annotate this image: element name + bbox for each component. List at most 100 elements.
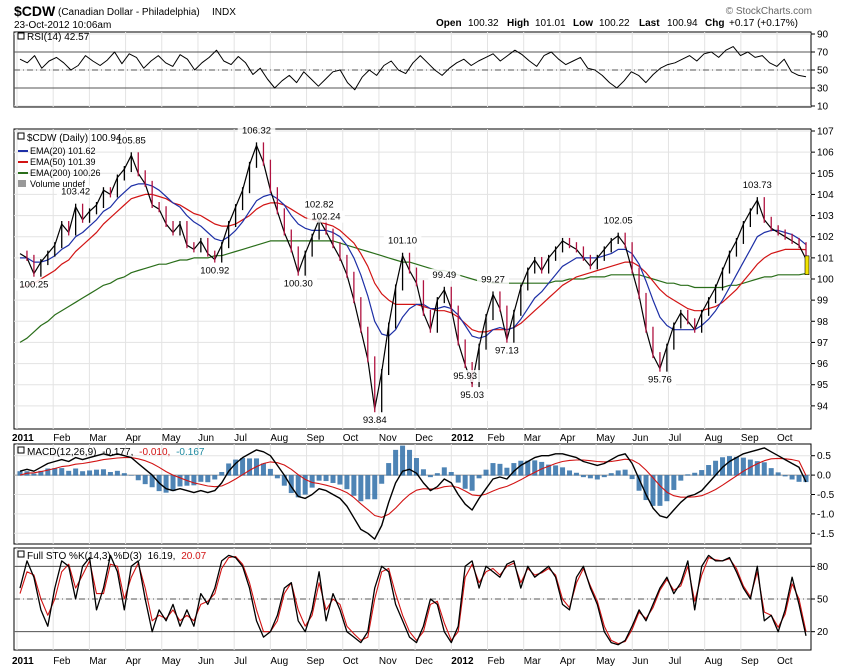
price-annotation: 105.85 (117, 135, 146, 146)
sto-legend: Full STO %K(14,3) %D(3) 16.19, 20.07 (17, 550, 207, 562)
x-month-label: Mar (524, 656, 542, 667)
price-y-tick-label: 105 (817, 169, 834, 180)
macd-signal-line (19, 457, 807, 518)
price-annotation: 100.92 (200, 266, 229, 277)
macd-histogram-bar (337, 475, 343, 485)
macd-histogram-bar (80, 471, 86, 476)
macd-histogram-bar (594, 475, 600, 480)
macd-histogram-bar (455, 475, 461, 483)
label-layer: 2011 2011 Feb Feb Mar Mar Apr Apr May May Jun Jun Ju… (12, 30, 835, 668)
price-annotation: 99.27 (481, 274, 505, 285)
x-month-label: 2011 (12, 656, 34, 667)
macd-histogram-bar (469, 475, 475, 491)
x-month-label: Oct (777, 656, 793, 667)
security-name: (Canadian Dollar - Philadelphia) (58, 7, 200, 18)
macd-histogram-bar (713, 460, 719, 476)
macd-histogram-bar (546, 464, 552, 476)
x-month-label: Sep (741, 433, 759, 444)
macd-histogram-bar (163, 475, 169, 493)
ema20-line (20, 183, 807, 339)
x-month-label: Jun (198, 656, 214, 667)
macd-histogram-bar (226, 463, 232, 476)
macd-histogram-bar (358, 475, 364, 502)
macd-histogram-bar (733, 456, 739, 476)
macd-histogram-bar (650, 475, 656, 506)
price-annotation-bg (307, 210, 345, 223)
x-month-label: Oct (343, 656, 359, 667)
macd-histogram-bar (796, 475, 802, 482)
macd-histogram-bar (351, 475, 357, 496)
price-y-tick-label: 94 (817, 401, 829, 412)
last-value: 100.94 (667, 18, 698, 29)
macd-histogram-bar (657, 475, 663, 506)
price-annotation: 102.05 (604, 216, 633, 227)
x-month-label: 2012 (451, 433, 474, 444)
x-month-label: Jul (234, 656, 247, 667)
price-annotation-bg (738, 179, 777, 192)
sto-y-tick-label: 50 (817, 595, 829, 606)
macd-histogram-bar (142, 475, 148, 485)
macd-y-tick-label: 0.5 (817, 451, 831, 462)
macd-histogram-bar (490, 463, 496, 476)
last-label: Last (639, 18, 660, 29)
macd-histogram-bar (622, 469, 628, 476)
macd-histogram-bar (128, 475, 134, 476)
price-annotation-bg (358, 414, 391, 427)
macd-histogram-bar (462, 475, 468, 489)
macd-histogram-bar (219, 471, 225, 476)
macd-histogram-bar (601, 475, 607, 478)
price-annotation: 102.24 (312, 212, 341, 223)
macd-histogram-bar (413, 458, 419, 476)
rsi-y-tick-label: 70 (817, 48, 829, 59)
price-annotation: 106.32 (242, 125, 271, 136)
x-month-label: Mar (524, 433, 542, 444)
macd-legend-signal: -0.010, (139, 447, 170, 458)
macd-histogram-bar (587, 475, 593, 479)
macd-histogram-bar (52, 468, 58, 476)
sto-legend-d: 20.07 (181, 551, 206, 562)
x-month-label: Mar (89, 656, 107, 667)
x-month-label: Sep (307, 433, 325, 444)
macd-y-tick-label: -0.5 (817, 490, 835, 501)
chg-value: +0.17 (+0.17%) (729, 18, 798, 29)
price-y-tick-label: 106 (817, 148, 834, 159)
price-annotation-bg (476, 273, 509, 286)
macd-histogram-bar (448, 471, 454, 476)
price-annotation-bg (237, 124, 276, 137)
price-y-tick-label: 104 (817, 190, 834, 201)
x-month-label: Nov (379, 433, 397, 444)
x-month-label: May (162, 656, 181, 667)
macd-histogram-bar (476, 475, 482, 479)
macd-histogram-bar (302, 475, 308, 495)
price-annotation: 93.84 (363, 415, 387, 426)
rsi-legend-text: RSI(14) 42.57 (27, 32, 90, 43)
price-y-tick-label: 96 (817, 359, 829, 370)
volume-legend: Volume undef (30, 179, 86, 189)
ema50-legend: EMA(50) 101.39 (30, 157, 96, 167)
macd-histogram-bar (281, 475, 287, 486)
x-month-label: 2012 (451, 656, 474, 667)
macd-histogram-bar (518, 460, 524, 476)
macd-histogram-bar (504, 467, 510, 476)
price-legend-title: $CDW (Daily) 100.94 (27, 133, 122, 144)
macd-histogram-bar (775, 472, 781, 476)
x-month-label: Apr (560, 433, 576, 444)
macd-histogram-bar (372, 475, 378, 500)
x-month-label: Sep (741, 656, 759, 667)
macd-histogram-bar (260, 463, 266, 476)
price-annotation-bg (456, 389, 489, 402)
x-month-label: Jul (234, 433, 247, 444)
macd-histogram-bar (170, 475, 176, 492)
price-annotation-bg (15, 278, 53, 291)
macd-histogram-bar (316, 475, 322, 481)
price-y-tick-label: 103 (817, 211, 834, 222)
macd-histogram-bar (121, 473, 127, 476)
macd-histogram-bar (671, 475, 677, 490)
price-annotation: 95.76 (648, 375, 672, 386)
price-annotation: 103.73 (743, 180, 772, 191)
x-month-label: Feb (488, 656, 506, 667)
price-legend: $CDW (Daily) 100.94 EMA(20) 101.62 EMA(5… (17, 132, 122, 189)
x-month-label: Sep (307, 656, 325, 667)
x-month-label: May (162, 433, 181, 444)
macd-histogram-bar (135, 475, 141, 481)
